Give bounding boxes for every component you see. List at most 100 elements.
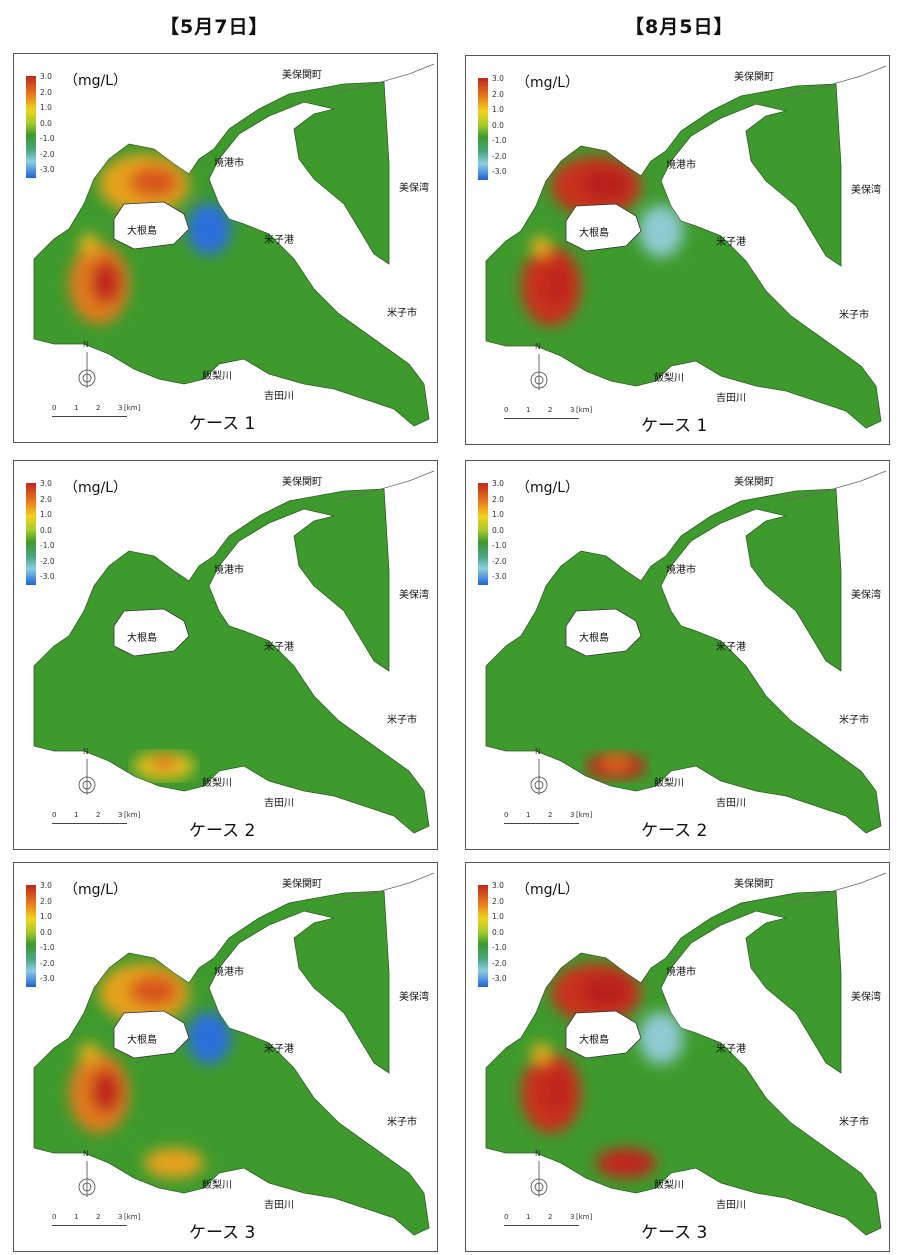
colorbar-tick: -2.0 [492,556,507,566]
place-label-sakaiminato: 境港市 [214,158,244,169]
colorbar-tick: 0.0 [492,927,504,937]
daikonshima-island [113,608,190,657]
unit-label: （mg/L） [64,480,128,496]
colorbar-tick: -3.0 [492,167,507,176]
colorbar-tick: 2.0 [492,89,504,99]
place-label-daikonshima: 大根島 [579,228,609,239]
colorbar-tick: -2.0 [492,958,507,968]
scale-label: 0 [52,404,57,412]
place-label-sakaiminato: 境港市 [666,967,696,978]
scale-label: 0 [52,811,57,819]
place-label-mihowan: 美保湾 [399,992,429,1003]
colorbar-tick: -3.0 [40,165,55,174]
place-label-daikonshima: 大根島 [127,1035,157,1046]
place-label-yonagocity: 米子市 [387,1117,417,1128]
colorbar-tick: 1.0 [492,510,504,519]
place-label-yonagocity: 米子市 [839,310,869,321]
colorbar-tick: -3.0 [492,974,507,983]
north-arrow-icon: N [74,340,100,390]
place-label-mihowan: 美保湾 [851,992,881,1003]
colorbar-tick: -3.0 [40,572,55,581]
concentration-hotspot [581,975,631,1007]
place-label-yoshida: 吉田川 [716,798,746,809]
concentration-hotspot [91,260,121,304]
colorbar [478,483,488,585]
coastline [785,872,887,904]
colorbar-tick: 0.0 [40,118,52,128]
colorbar-tick: 1.0 [40,510,52,519]
colorbar-tick: 3.0 [40,881,52,890]
colorbar-tick: 0.0 [492,120,504,130]
concentration-hotspot [79,234,99,254]
colorbar [478,78,488,180]
scale-unit: [km] [576,1213,593,1221]
place-label-daikonshima: 大根島 [127,633,157,644]
daikonshima-island [565,608,642,657]
scale-label: 1 [526,811,531,819]
scale-label: 3 [118,404,123,412]
place-label-mihowan: 美保湾 [851,185,881,196]
colorbar-tick: -2.0 [40,958,55,968]
place-label-sakaiminato: 境港市 [666,565,696,576]
case-label: ケース 3 [189,1223,256,1243]
colorbar-tick: -3.0 [40,974,55,983]
unit-label: （mg/L） [516,480,580,496]
place-label-yonagoport: 米子港 [264,235,294,246]
north-label: N [83,747,89,756]
lake-map [33,470,435,834]
scale-unit: [km] [124,811,141,819]
north-arrow-icon: N [74,747,100,797]
north-arrow-icon: N [526,747,552,797]
colorbar-tick: 3.0 [40,479,52,488]
scale-label: 3 [118,811,123,819]
map-panel: 3.0 2.0 1.0 0.0 -1.0 -2.0 -3.0 （mg/L） 美保関町 境港市 美保湾… [465,55,890,445]
daikonshima-island [113,201,190,250]
title-may7: 【5月7日】 [160,16,269,38]
scale-label: 2 [96,404,101,412]
colorbar-tick: 2.0 [40,87,52,97]
case-label: ケース 1 [189,414,256,434]
colorbar-tick: -1.0 [492,541,507,550]
coastline [333,63,435,95]
concentration-hotspot [581,168,631,200]
colorbar-tick: 3.0 [492,881,504,890]
colorbar-tick: -1.0 [492,943,507,952]
scale-unit: [km] [576,406,593,414]
colorbar [478,885,488,987]
daikonshima-island [565,1010,642,1059]
colorbar-tick: -1.0 [492,136,507,145]
place-label-sakaiminato: 境港市 [214,967,244,978]
colorbar-tick: 3.0 [40,72,52,81]
scale-label: 2 [548,811,553,819]
colorbar-tick: -2.0 [492,151,507,161]
scale-label: 2 [96,1213,101,1221]
colorbar-tick: 0.0 [492,525,504,535]
concentration-hotspot [91,1069,121,1113]
place-label-iinashi: 飯梨川 [654,373,684,384]
concentration-hotspot [639,1012,683,1064]
case-label: ケース 2 [641,821,708,841]
concentration-hotspot [129,166,179,198]
place-label-iinashi: 飯梨川 [202,778,232,789]
scale-label: 0 [52,1213,57,1221]
place-label-sakaiminato: 境港市 [666,160,696,171]
unit-label: （mg/L） [64,882,128,898]
colorbar-tick: 2.0 [40,896,52,906]
colorbar-tick: 0.0 [40,927,52,937]
colorbar-tick: -1.0 [40,943,55,952]
colorbar-tick: -1.0 [40,541,55,550]
lake-map [485,470,887,834]
scale-label: 0 [504,811,509,819]
north-label: N [535,1149,541,1158]
scale-label: 0 [504,1213,509,1221]
scale-label: 1 [74,1213,79,1221]
scale-bar: 0 1 2 3 [km] [504,406,592,428]
place-label-iinashi: 飯梨川 [654,778,684,789]
north-label: N [535,342,541,351]
coastline [785,470,887,502]
coastline [333,872,435,904]
place-label-iinashi: 飯梨川 [202,371,232,382]
place-label-yonagoport: 米子港 [264,642,294,653]
unit-label: （mg/L） [516,882,580,898]
place-label-yonagocity: 米子市 [387,308,417,319]
